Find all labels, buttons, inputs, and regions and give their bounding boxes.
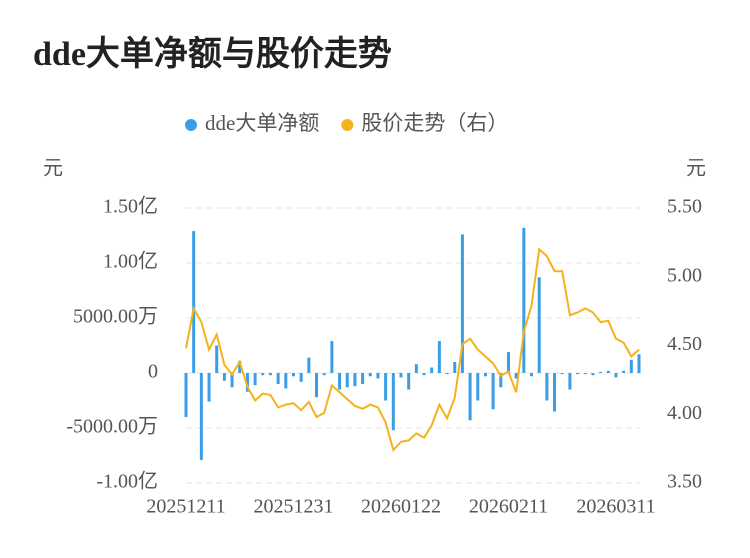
- y2-tick-label: 5.00: [667, 264, 702, 286]
- bar: [545, 373, 549, 401]
- bar: [215, 345, 219, 373]
- bar: [322, 373, 326, 376]
- bar: [399, 373, 403, 378]
- y2-unit: 元: [686, 158, 706, 180]
- bar: [353, 373, 357, 387]
- chart-title: dde大单净额与股价走势: [33, 35, 392, 73]
- legend-label: dde大单净额: [205, 111, 319, 135]
- bar: [622, 370, 626, 373]
- y2-tick-label: 4.00: [667, 402, 702, 424]
- legend-label: 股价走势（右）: [361, 111, 508, 135]
- bar: [361, 373, 365, 384]
- bar: [614, 373, 618, 378]
- bar: [414, 364, 418, 373]
- bar: [245, 373, 249, 392]
- bar: [368, 373, 372, 377]
- bar: [268, 373, 272, 376]
- bar: [192, 231, 196, 373]
- bar: [445, 373, 449, 375]
- bar: [207, 373, 211, 402]
- y-tick-label: 1.00亿: [103, 250, 158, 273]
- bar: [530, 373, 534, 377]
- x-tick-label: 20260211: [469, 496, 548, 518]
- legend-marker: [185, 119, 197, 131]
- y-tick-label: 5000.00万: [73, 306, 158, 328]
- y-tick-label: -1.00亿: [96, 470, 158, 493]
- bar: [437, 341, 441, 373]
- bar: [560, 373, 564, 375]
- bar: [460, 234, 464, 373]
- bar: [345, 373, 349, 388]
- bar: [199, 373, 203, 460]
- bar: [338, 373, 342, 390]
- y2-tick-label: 3.50: [667, 471, 702, 493]
- y-unit: 元: [43, 158, 63, 180]
- bar: [407, 373, 411, 390]
- bar: [330, 341, 334, 373]
- bar: [599, 371, 603, 373]
- x-tick-label: 20251231: [253, 496, 333, 518]
- bar: [284, 373, 288, 389]
- legend-marker: [341, 119, 354, 131]
- bar: [453, 362, 457, 373]
- bar: [468, 373, 472, 421]
- bar: [261, 373, 265, 376]
- bar: [238, 360, 242, 373]
- bar: [583, 373, 587, 375]
- bar: [315, 373, 319, 398]
- y-tick-label: 1.50亿: [103, 195, 158, 218]
- bar: [553, 373, 557, 412]
- bar: [537, 277, 541, 373]
- bar: [384, 373, 388, 401]
- bar: [391, 373, 395, 431]
- bar: [506, 352, 510, 373]
- bar: [491, 373, 495, 410]
- bar: [307, 357, 311, 373]
- bar: [222, 373, 226, 381]
- x-tick-label: 20251211: [146, 496, 225, 518]
- bar: [637, 354, 641, 373]
- bar: [276, 373, 280, 384]
- x-tick-label: 20260311: [576, 496, 655, 518]
- bar: [522, 227, 526, 373]
- bar: [476, 373, 480, 401]
- bar: [499, 373, 503, 388]
- x-tick-label: 20260122: [361, 496, 441, 518]
- bar: [230, 373, 234, 388]
- bar: [430, 367, 434, 373]
- bar: [606, 370, 610, 373]
- bar: [253, 373, 257, 386]
- y-tick-label: 0: [148, 361, 158, 383]
- bar: [184, 373, 188, 417]
- bar: [483, 373, 487, 377]
- bar: [591, 373, 595, 376]
- bar: [422, 373, 426, 376]
- bar: [568, 373, 572, 390]
- bar: [299, 373, 303, 382]
- y-tick-label: -5000.00万: [66, 416, 158, 438]
- y2-tick-label: 5.50: [667, 196, 702, 218]
- bar: [629, 359, 633, 373]
- bar: [291, 373, 295, 377]
- price-line: [185, 247, 640, 452]
- bar: [514, 373, 518, 379]
- bar: [576, 373, 580, 375]
- y2-tick-label: 4.50: [667, 333, 702, 355]
- bar: [376, 373, 380, 379]
